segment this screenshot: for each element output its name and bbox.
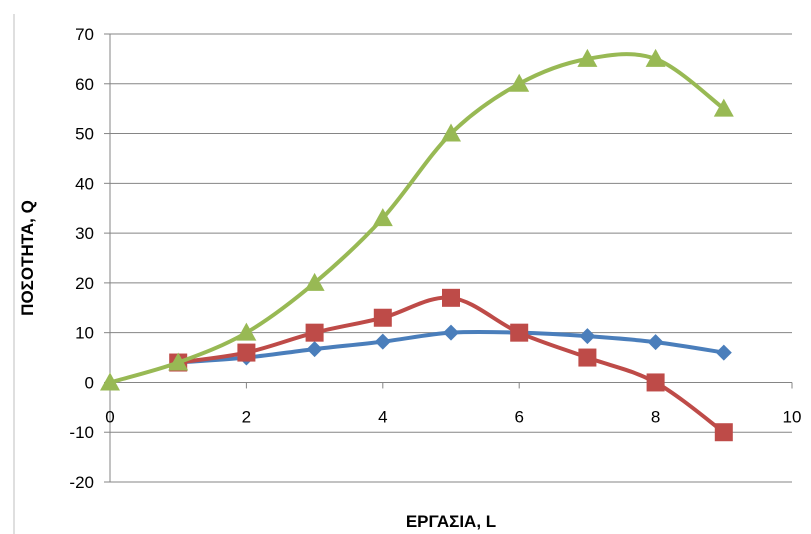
series-group: [100, 48, 734, 442]
data-point-triangle: [236, 322, 257, 341]
data-point-triangle: [577, 48, 598, 67]
y-tick-label: 10: [75, 324, 94, 343]
data-point-square: [442, 288, 460, 307]
data-point-triangle: [645, 48, 666, 67]
gridlines: [110, 33, 792, 483]
data-point-diamond: [443, 324, 459, 341]
y-tick-label: -20: [69, 473, 94, 492]
data-point-triangle: [441, 123, 461, 142]
series-2: [169, 288, 733, 442]
data-point-square: [510, 323, 529, 342]
x-tick-label: 4: [378, 407, 387, 426]
series-line-3: [108, 52, 726, 385]
data-point-square: [714, 423, 733, 442]
series-line-2: [176, 295, 726, 435]
data-point-diamond: [579, 328, 596, 345]
tick-labels: -20 -10 0 10 20 30 40 50 60 70 0 2 4 6 8 10: [69, 25, 801, 492]
y-tick-label: 60: [75, 75, 94, 94]
data-point-square: [373, 308, 392, 327]
series-3: [100, 48, 734, 391]
data-point-diamond: [306, 341, 323, 358]
x-tick-label: 10: [783, 407, 802, 426]
x-tick-label: 0: [105, 407, 114, 426]
data-point-diamond: [374, 333, 391, 350]
data-point-square: [237, 343, 256, 362]
data-point-triangle: [509, 73, 530, 92]
x-tick-label: 2: [242, 407, 251, 426]
y-tick-label: 70: [75, 25, 94, 44]
data-point-triangle: [100, 372, 120, 391]
data-point-diamond: [715, 344, 732, 361]
y-tick-label: 30: [75, 224, 94, 243]
y-tick-label: 50: [75, 125, 94, 144]
data-point-square: [578, 348, 597, 367]
data-point-triangle: [713, 98, 734, 117]
data-point-triangle: [304, 272, 325, 291]
axes: [13, 14, 793, 534]
x-tick-label: 6: [514, 407, 523, 426]
data-point-diamond: [647, 334, 664, 351]
x-tick-label: 8: [651, 407, 660, 426]
y-tick-label: -10: [69, 423, 94, 442]
data-point-triangle: [168, 352, 189, 371]
y-tick-label: 0: [85, 373, 94, 392]
data-point-square: [646, 373, 665, 392]
y-tick-label: 40: [75, 174, 94, 193]
data-point-square: [305, 323, 324, 342]
y-tick-label: 20: [75, 274, 94, 293]
x-axis-title: ΕΡΓΑΣΙΑ, L: [406, 512, 496, 531]
data-point-triangle: [372, 208, 393, 227]
y-axis-title: ΠΟΣΟΤΗΤΑ, Q: [18, 200, 37, 316]
